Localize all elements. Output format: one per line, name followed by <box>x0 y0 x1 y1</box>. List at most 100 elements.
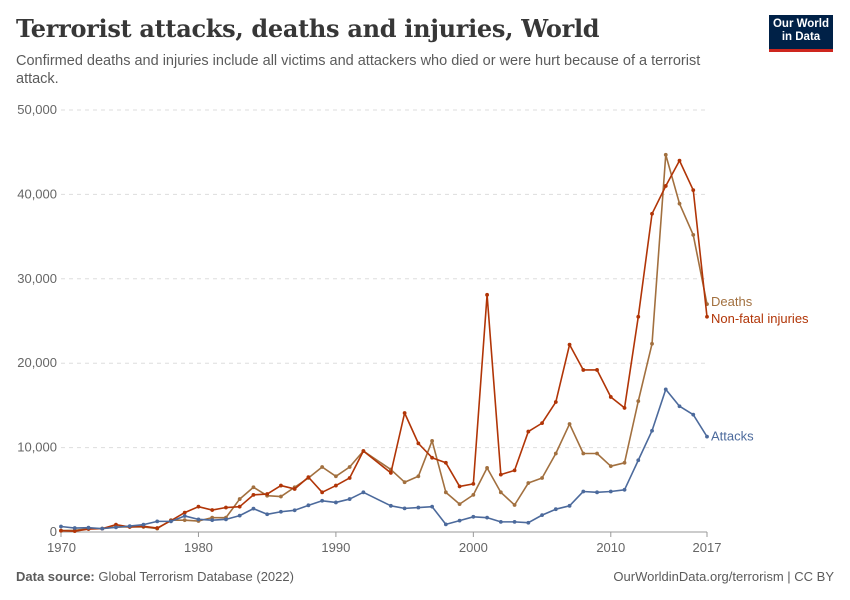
source-link[interactable]: OurWorldinData.org/terrorism | CC BY <box>613 569 834 584</box>
data-point <box>636 399 641 404</box>
data-point <box>498 519 503 524</box>
data-point <box>320 465 325 469</box>
data-point <box>608 489 613 494</box>
data-point <box>581 368 586 372</box>
data-point <box>388 471 393 475</box>
data-point <box>388 503 393 508</box>
x-tick-label: 1980 <box>184 540 213 555</box>
data-point <box>59 528 63 533</box>
data-point <box>622 460 627 465</box>
data-point <box>471 492 476 497</box>
data-point <box>127 524 132 528</box>
data-point <box>402 506 407 511</box>
data-point <box>210 508 215 512</box>
x-tick-label: 1990 <box>321 540 350 555</box>
data-point <box>347 476 352 480</box>
data-point <box>86 525 91 530</box>
data-point <box>361 490 366 495</box>
data-point <box>182 518 187 523</box>
data-point <box>333 500 338 505</box>
series-label: Attacks <box>711 429 754 444</box>
series-line-deaths <box>60 153 708 532</box>
data-point <box>485 292 489 297</box>
line-chart: 0 10,000 20,000 30,000 40,000 50,000 1970 1980 1… <box>17 102 809 555</box>
y-tick-label: 20,000 <box>17 355 57 370</box>
logo-text: Our World in Data <box>772 18 829 43</box>
data-point <box>416 474 421 479</box>
data-point <box>553 400 558 404</box>
data-point <box>402 411 407 415</box>
data-point <box>595 490 599 495</box>
data-point <box>416 441 421 446</box>
data-point <box>320 498 325 503</box>
data-point <box>581 489 586 494</box>
y-tick-label: 0 <box>50 524 57 539</box>
data-point <box>333 474 338 479</box>
data-point <box>430 455 435 460</box>
data-point <box>567 342 572 347</box>
data-point <box>251 492 256 497</box>
series-line-attacks <box>60 388 708 530</box>
data-point <box>347 497 352 501</box>
data-point <box>265 492 270 496</box>
data-point <box>553 507 558 512</box>
source-label: Data source: <box>16 569 95 584</box>
x-tick-label: 1970 <box>47 540 76 555</box>
data-point <box>512 519 517 524</box>
data-point <box>237 504 242 509</box>
data-point <box>595 451 599 456</box>
data-point <box>155 526 160 530</box>
data-point <box>100 526 105 531</box>
series-label: Deaths <box>711 294 753 309</box>
data-point <box>636 314 641 319</box>
data-point <box>622 487 627 492</box>
data-point <box>691 188 696 193</box>
data-point <box>59 524 63 529</box>
data-point <box>512 503 517 507</box>
series-line-non-fatal-injuries <box>60 159 708 532</box>
data-point <box>595 368 599 372</box>
y-tick-label: 10,000 <box>17 440 57 455</box>
data-point <box>320 490 325 495</box>
data-point <box>237 513 242 518</box>
data-point <box>306 503 311 508</box>
data-point <box>608 464 613 469</box>
x-tick-label: 2010 <box>596 540 625 555</box>
data-point <box>526 429 531 434</box>
data-point <box>636 458 641 463</box>
data-point <box>650 341 654 346</box>
data-point <box>457 518 462 523</box>
chart-title: Terrorist attacks, deaths and injuries, … <box>16 14 600 43</box>
data-point <box>567 503 572 508</box>
data-point <box>182 510 187 515</box>
data-point <box>72 526 77 530</box>
data-point <box>677 404 682 409</box>
data-point <box>155 519 160 524</box>
data-point <box>526 520 531 525</box>
data-point <box>622 406 627 410</box>
data-point <box>443 460 448 465</box>
data-point <box>471 514 476 519</box>
data-point <box>581 451 586 456</box>
data-point <box>650 428 654 433</box>
owid-logo[interactable]: Our World in Data <box>769 15 833 52</box>
data-point <box>705 434 709 439</box>
data-point <box>196 504 201 509</box>
data-point <box>169 519 173 524</box>
data-point <box>663 387 668 392</box>
data-point <box>677 201 682 206</box>
data-point <box>540 421 544 426</box>
data-point <box>540 513 544 518</box>
x-tick-label: 2017 <box>693 540 722 555</box>
data-point <box>677 158 682 163</box>
x-tick-label: 2000 <box>459 540 488 555</box>
data-source: Data source: Global Terrorism Database (… <box>16 569 294 584</box>
data-point <box>457 484 462 489</box>
data-point <box>691 233 696 237</box>
source-name: Global Terrorism Database (2022) <box>98 569 294 584</box>
data-point <box>182 514 187 518</box>
y-tick-label: 50,000 <box>17 102 57 117</box>
data-point <box>512 468 517 473</box>
data-point <box>526 481 531 485</box>
data-point <box>224 505 228 510</box>
